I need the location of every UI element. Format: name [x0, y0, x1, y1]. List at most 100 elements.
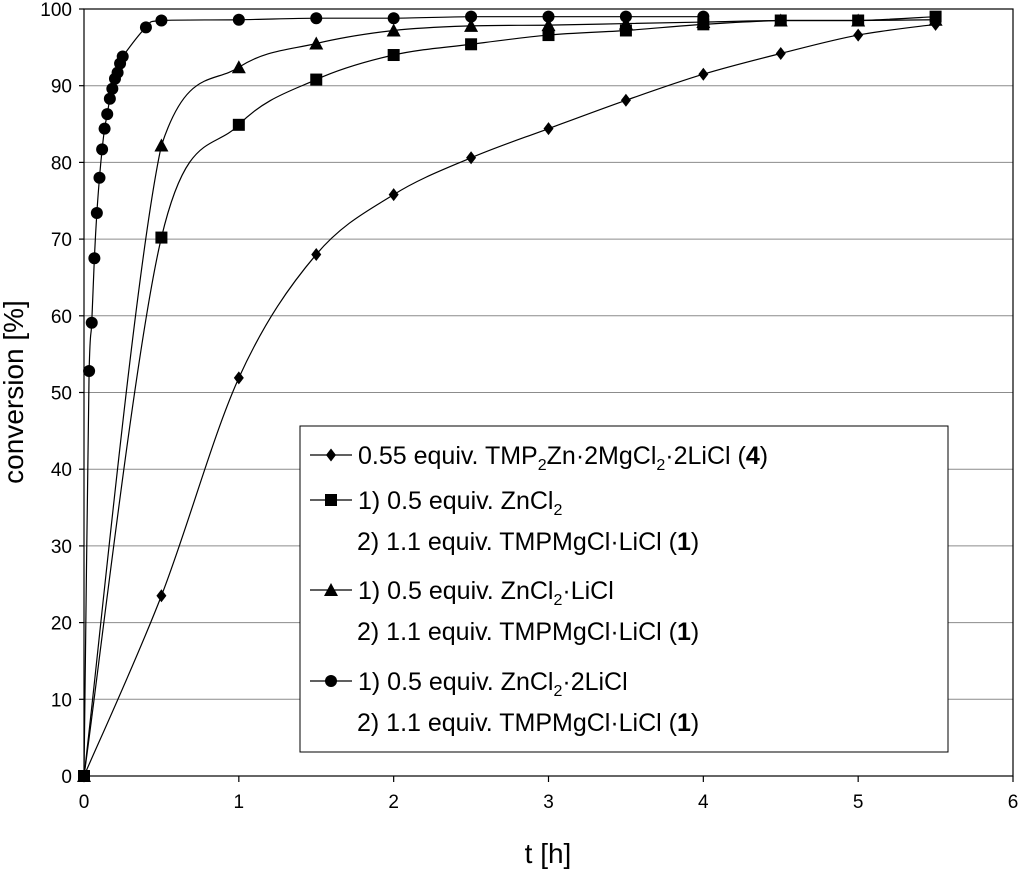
y-tick-label: 30: [51, 537, 72, 558]
series-group: [77, 10, 943, 783]
legend-label-part: ): [691, 618, 699, 646]
data-point-triangle: [154, 138, 169, 152]
series-triangle: [77, 12, 943, 782]
y-axis-title: conversion [%]: [0, 300, 29, 484]
legend-entry-diamond: 0.55 equiv. TMP2Zn·2MgCl2·2LiCl (4): [310, 442, 768, 474]
data-point-square: [465, 38, 478, 51]
x-tick-label: 1: [234, 792, 245, 813]
data-point-circle: [83, 365, 96, 378]
legend-label-part: ): [691, 709, 699, 737]
data-point-diamond: [466, 151, 477, 165]
data-point-circle: [619, 10, 632, 23]
legend-marker-triangle: [324, 583, 338, 596]
data-point-diamond: [775, 46, 786, 60]
data-point-triangle: [928, 12, 943, 26]
legend-box: [299, 425, 949, 753]
data-point-triangle: [386, 23, 401, 37]
y-tick-label: 10: [51, 690, 72, 711]
data-point-triangle: [851, 13, 866, 27]
legend-label-part: Zn·2MgCl: [547, 442, 657, 470]
data-point-diamond: [698, 67, 709, 81]
data-point-diamond: [156, 589, 167, 603]
y-tick-label: 20: [51, 614, 72, 635]
data-point-triangle: [541, 18, 556, 32]
y-tick-label: 40: [51, 460, 72, 481]
legend-marker-circle: [325, 675, 337, 687]
data-point-circle: [387, 12, 400, 25]
data-point-circle: [93, 171, 106, 184]
data-point-diamond: [311, 247, 322, 261]
data-point-square: [542, 29, 555, 42]
data-point-circle: [465, 10, 478, 23]
data-point-diamond: [388, 188, 399, 202]
data-point-circle: [232, 13, 245, 26]
legend-label-part: 2: [553, 592, 562, 609]
series-line: [83, 23, 936, 777]
data-point-diamond: [620, 93, 631, 107]
x-tick-label: 6: [1008, 792, 1018, 813]
data-point-square: [310, 73, 323, 86]
data-point-circle: [697, 10, 710, 23]
y-tick-label: 50: [51, 384, 72, 405]
data-point-diamond: [853, 28, 864, 42]
axis-ticks: 0 10 20 30 40 50 60 70 80 90 100 0 1 2 3 4 5 6: [40, 0, 1018, 813]
series-line: [83, 19, 936, 777]
data-point-triangle: [231, 60, 246, 74]
data-point-circle: [88, 252, 101, 265]
legend-label: 1) 0.5 equiv. ZnCl2·2LiCl: [358, 668, 628, 700]
legend-label-part: 2: [656, 457, 665, 474]
legend-label-part: 1: [677, 709, 691, 737]
data-point-circle: [542, 10, 555, 23]
legend-label-part: 0.55 equiv. TMP: [358, 442, 538, 470]
legend: 0.55 equiv. TMP2Zn·2MgCl2·2LiCl (4) 1) 0.…: [299, 425, 949, 753]
legend-label-part: 1) 0.5 equiv. ZnCl: [358, 577, 553, 605]
legend-label-part: 2: [538, 457, 547, 474]
data-point-triangle: [464, 18, 479, 32]
data-point-triangle: [773, 13, 788, 27]
legend-label: 2) 1.1 equiv. TMPMgCl·LiCl (1): [357, 618, 699, 646]
data-point-circle: [116, 50, 129, 63]
legend-label-part: 2) 1.1 equiv. TMPMgCl·LiCl (: [357, 618, 678, 646]
x-tick-label: 5: [853, 792, 864, 813]
data-point-circle: [85, 316, 98, 329]
data-point-triangle: [309, 36, 324, 50]
legend-label-part: 2: [553, 502, 562, 519]
data-point-circle: [103, 92, 116, 105]
x-axis-title: t [h]: [525, 838, 572, 869]
data-point-diamond: [543, 122, 554, 136]
legend-label: 0.55 equiv. TMP2Zn·2MgCl2·2LiCl (4): [358, 442, 768, 474]
legend-label-part: 2) 1.1 equiv. TMPMgCl·LiCl (: [357, 528, 678, 556]
data-point-circle: [111, 66, 124, 79]
y-tick-label: 70: [51, 230, 72, 251]
x-tick-label: 4: [698, 792, 709, 813]
x-tick-label: 0: [79, 792, 90, 813]
data-point-circle: [98, 122, 111, 135]
gridlines: [84, 85, 1013, 700]
legend-label: 2) 1.1 equiv. TMPMgCl·LiCl (1): [357, 709, 699, 737]
legend-label-part: ·2LiCl: [562, 668, 627, 696]
legend-entry-circle: 1) 0.5 equiv. ZnCl2·2LiCl 2) 1.1 equiv. T…: [310, 668, 699, 737]
data-point-diamond: [233, 371, 244, 385]
legend-label: 1) 0.5 equiv. ZnCl2·LiCl: [358, 577, 614, 609]
legend-marker-diamond: [326, 448, 336, 462]
legend-label: 1) 0.5 equiv. ZnCl2: [358, 487, 562, 519]
data-point-square: [619, 24, 632, 37]
data-point-circle: [310, 12, 323, 25]
y-tick-label: 60: [51, 307, 72, 328]
legend-label-part: 1: [677, 528, 691, 556]
legend-label-part: 2) 1.1 equiv. TMPMgCl·LiCl (: [357, 709, 678, 737]
data-point-circle: [90, 207, 103, 220]
legend-label-part: ·LiCl: [562, 577, 613, 605]
x-tick-label: 3: [543, 792, 554, 813]
data-point-square: [387, 49, 400, 62]
legend-label-part: 1) 0.5 equiv. ZnCl: [358, 668, 553, 696]
legend-label-part: ): [760, 442, 768, 470]
y-tick-label: 0: [61, 767, 72, 788]
legend-label-part: ): [691, 528, 699, 556]
legend-label-part: ·2LiCl (: [665, 442, 746, 470]
data-point-circle: [96, 143, 109, 156]
legend-label-part: 1) 0.5 equiv. ZnCl: [358, 487, 553, 515]
legend-label-part: 2: [553, 683, 562, 700]
data-point-square: [232, 118, 245, 131]
